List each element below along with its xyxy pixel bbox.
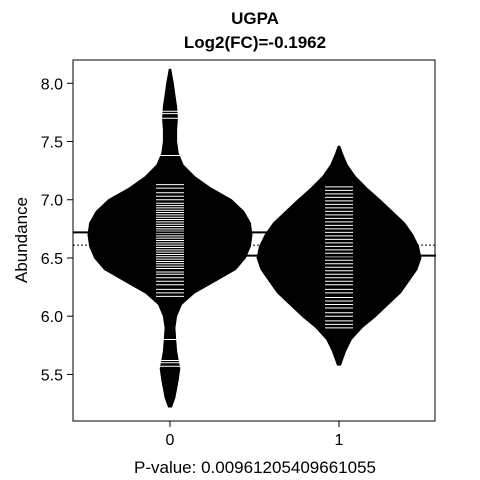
x-tick-label: 0 — [166, 432, 175, 449]
chart-subtitle: Log2(FC)=-0.1962 — [184, 33, 326, 52]
y-tick-label: 5.5 — [41, 367, 63, 384]
x-axis-label: P-value: 0.00961205409661055 — [134, 458, 376, 477]
chart-title: UGPA — [231, 9, 279, 28]
y-tick-label: 8.0 — [41, 76, 63, 93]
x-tick-label: 1 — [335, 432, 344, 449]
y-tick-label: 7.0 — [41, 193, 63, 210]
y-axis-label: Abundance — [12, 197, 31, 283]
plot-frame — [72, 59, 436, 422]
y-tick-label: 6.5 — [41, 251, 63, 268]
axes-layer: 5.5 6.0 6.5 7.0 7.5 8.0 0 1 — [41, 76, 344, 449]
beans-layer — [73, 68, 436, 408]
y-tick-label: 7.5 — [41, 135, 63, 152]
y-tick-label: 6.0 — [41, 309, 63, 326]
